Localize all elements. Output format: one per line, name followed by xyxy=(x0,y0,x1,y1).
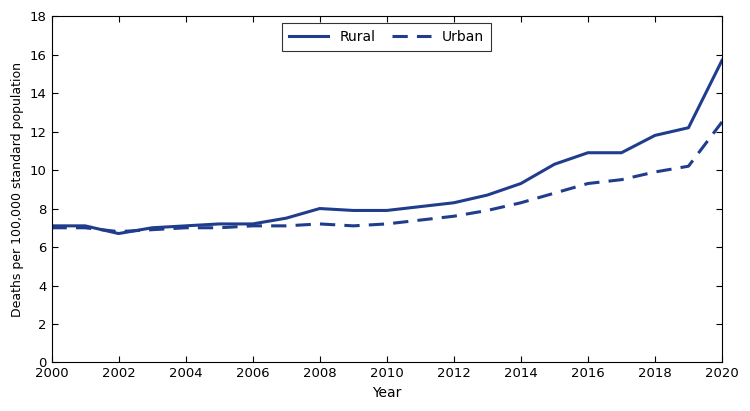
Rural xyxy=(214,222,223,226)
Line: Urban: Urban xyxy=(52,122,722,232)
Urban xyxy=(182,225,190,230)
Rural xyxy=(182,224,190,229)
Rural xyxy=(282,216,291,221)
Y-axis label: Deaths per 100,000 standard population: Deaths per 100,000 standard population xyxy=(11,62,24,317)
Urban xyxy=(684,164,693,169)
Rural xyxy=(349,208,358,213)
Urban xyxy=(550,191,559,196)
Urban xyxy=(349,224,358,229)
Urban xyxy=(416,217,424,222)
Urban xyxy=(80,225,89,230)
Urban xyxy=(449,214,458,219)
Rural xyxy=(516,181,525,186)
Urban xyxy=(617,177,626,182)
Urban xyxy=(148,227,157,232)
Urban xyxy=(584,181,592,186)
Urban xyxy=(214,225,223,230)
Rural xyxy=(315,206,324,211)
Line: Rural: Rural xyxy=(52,60,722,233)
Urban xyxy=(315,222,324,226)
Rural xyxy=(80,224,89,229)
Rural xyxy=(684,125,693,130)
Urban xyxy=(47,225,56,230)
Urban xyxy=(282,224,291,229)
Urban xyxy=(483,208,492,213)
Urban xyxy=(114,229,123,234)
Rural xyxy=(550,162,559,167)
Rural xyxy=(483,193,492,198)
Rural xyxy=(617,150,626,155)
Rural xyxy=(148,225,157,230)
Rural xyxy=(248,222,257,226)
Rural xyxy=(584,150,592,155)
Urban xyxy=(382,222,392,226)
Rural xyxy=(114,231,123,236)
Rural xyxy=(718,58,727,63)
Urban xyxy=(248,224,257,229)
Legend: Rural, Urban: Rural, Urban xyxy=(283,23,491,51)
Urban xyxy=(516,200,525,205)
Urban xyxy=(650,169,659,174)
Rural xyxy=(650,133,659,138)
Rural xyxy=(47,224,56,229)
Rural xyxy=(449,200,458,205)
Urban xyxy=(718,120,727,125)
Rural xyxy=(382,208,392,213)
Rural xyxy=(416,204,424,209)
X-axis label: Year: Year xyxy=(372,386,401,400)
